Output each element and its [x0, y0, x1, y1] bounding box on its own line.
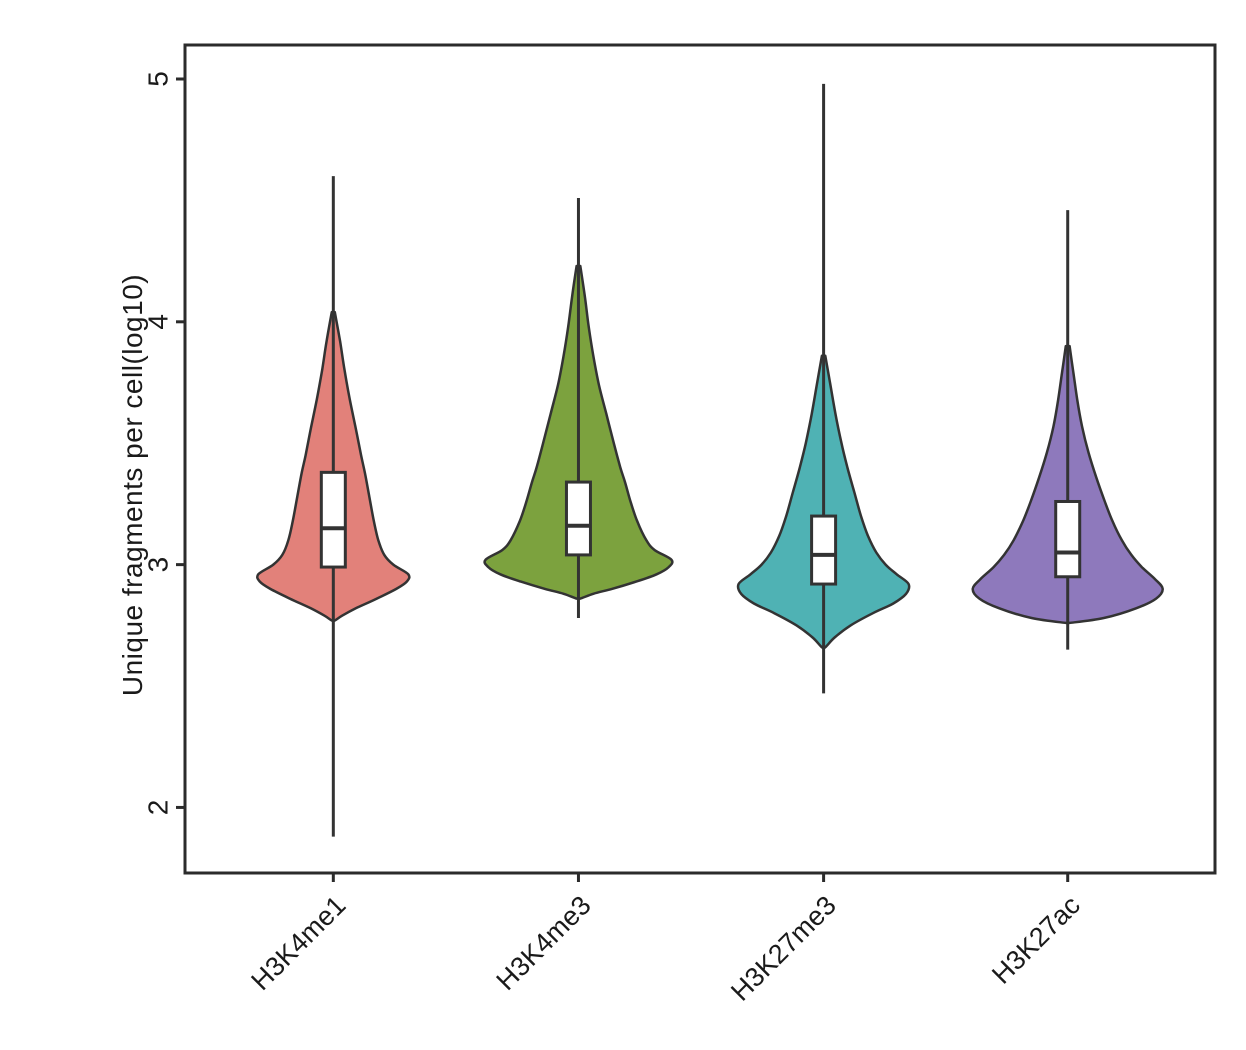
plot-frame — [183, 43, 1217, 875]
box-h3k4me1 — [319, 470, 347, 569]
y-tick-label-2: 2 — [142, 800, 173, 816]
x-tick-label-h3k27ac: H3K27ac — [986, 890, 1086, 990]
y-tick-label-3: 3 — [142, 557, 173, 573]
x-tick-label-h3k4me3: H3K4me3 — [491, 890, 597, 996]
y-tick-label-4: 4 — [142, 314, 173, 330]
x-tick-label-h3k27me3: H3K27me3 — [725, 890, 842, 1007]
y-tick-label-5: 5 — [142, 71, 173, 87]
box-h3k4me3 — [564, 480, 592, 557]
x-tick-label-h3k4me1: H3K4me1 — [245, 890, 351, 996]
box-h3k27me3 — [810, 514, 838, 586]
box-h3k27ac — [1054, 499, 1082, 579]
y-axis-title: Unique fragments per cell(log10) — [117, 273, 148, 697]
